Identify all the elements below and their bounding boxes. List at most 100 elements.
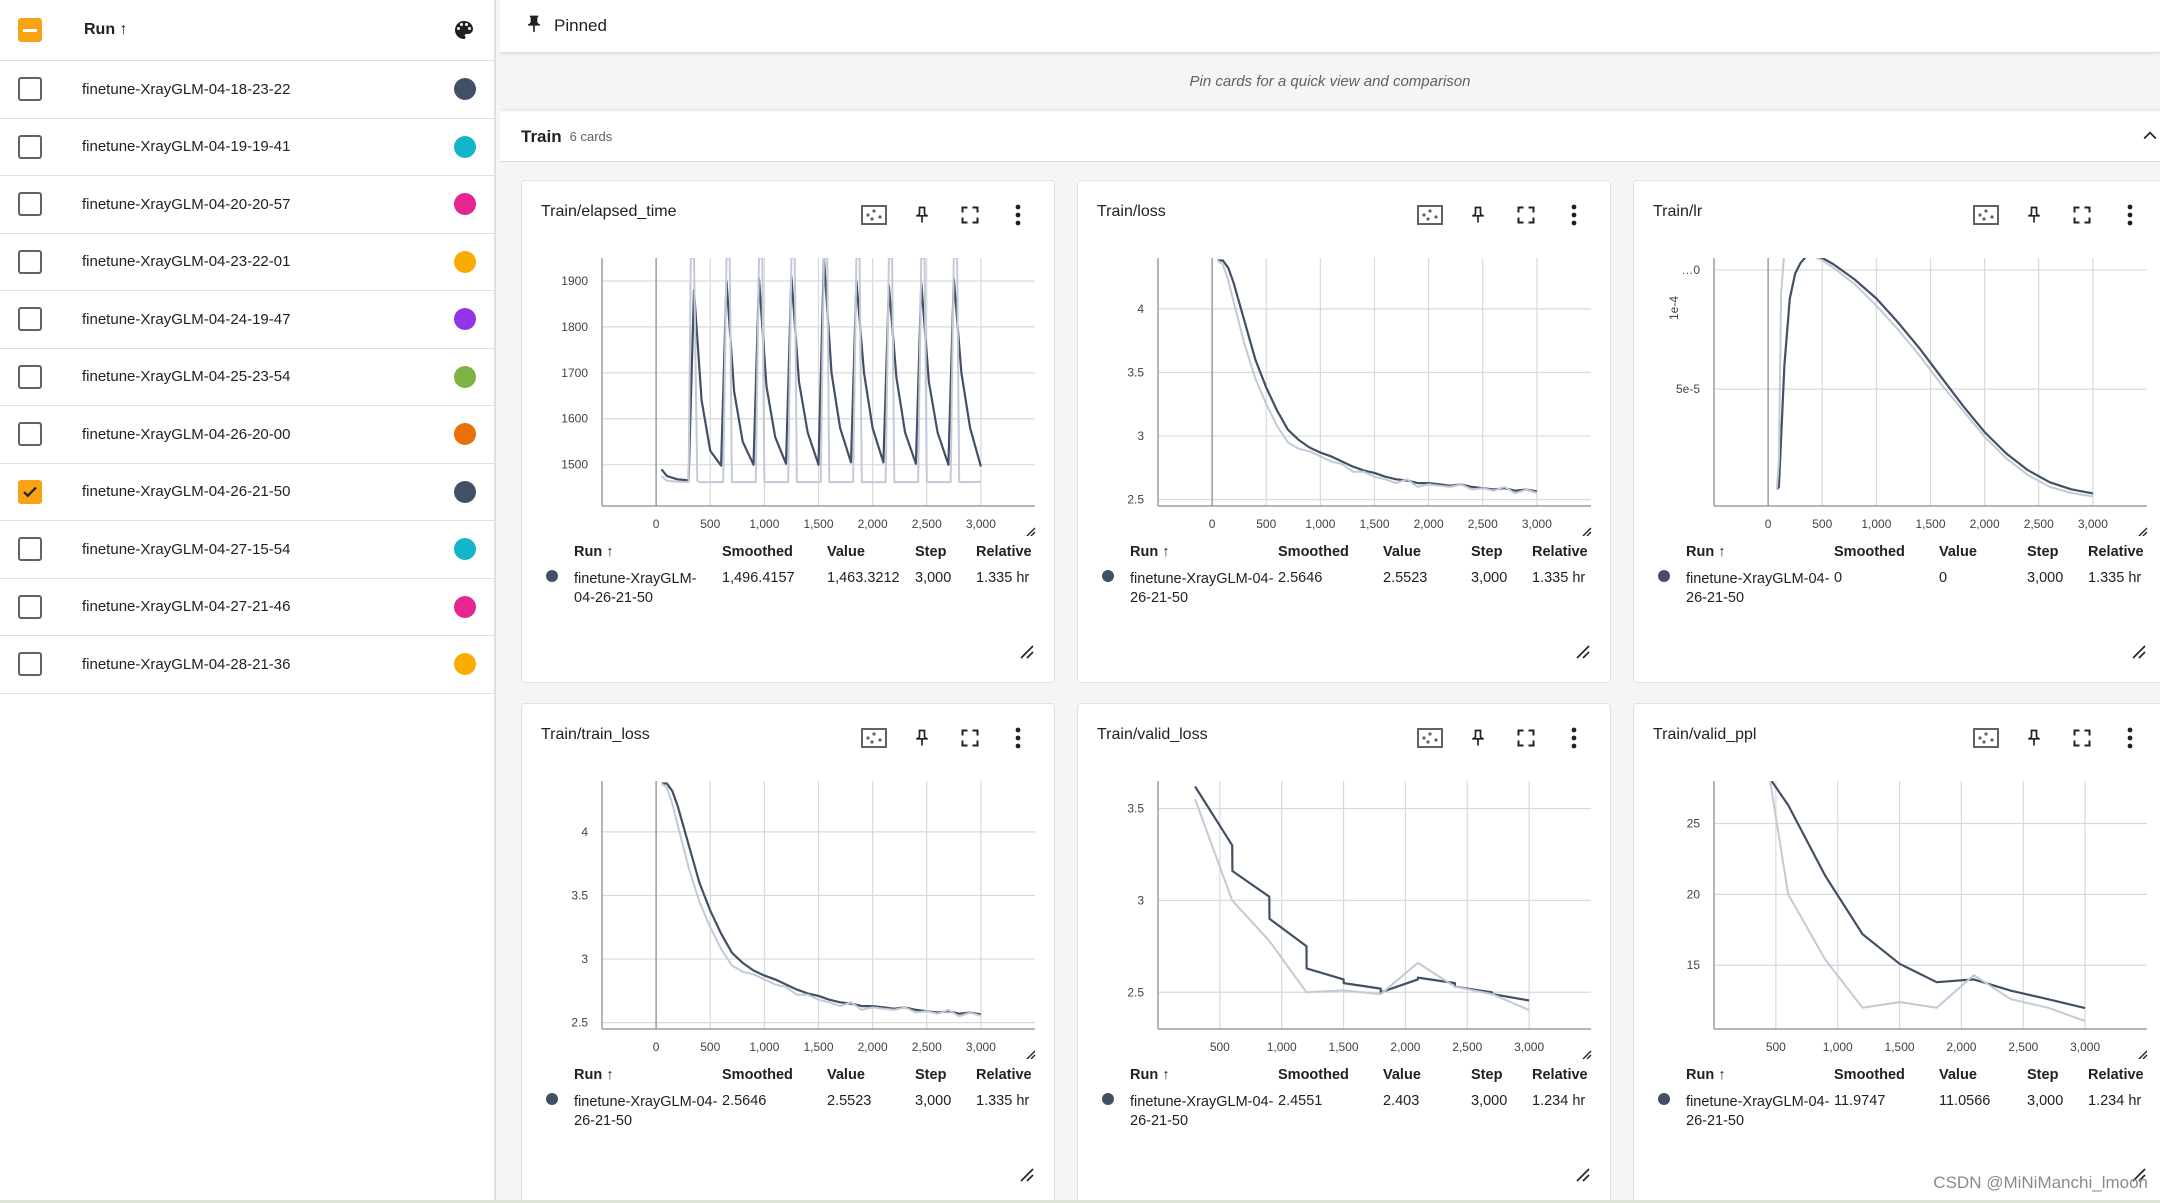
axis-resize-icon[interactable] [1582, 1050, 1592, 1059]
fullscreen-icon[interactable] [1502, 197, 1550, 233]
fullscreen-icon[interactable] [1502, 720, 1550, 756]
card-data-table: Run ↑ Smoothed Value Step Relative finetune-X… [1098, 544, 1598, 644]
pin-card-icon[interactable] [2010, 197, 2058, 233]
fit-domain-icon[interactable] [850, 720, 898, 756]
run-checkbox[interactable] [18, 479, 42, 504]
run-checkbox[interactable] [18, 192, 42, 217]
col-run[interactable]: Run ↑ [1686, 544, 1726, 560]
x-tick-label: 0 [653, 517, 660, 531]
col-run[interactable]: Run ↑ [574, 1067, 614, 1083]
run-checkbox[interactable] [18, 594, 42, 619]
axis-resize-icon[interactable] [1582, 527, 1592, 536]
col-run[interactable]: Run ↑ [1686, 1067, 1726, 1083]
run-checkbox[interactable] [18, 652, 42, 677]
axis-resize-icon[interactable] [1026, 1050, 1036, 1059]
run-checkbox[interactable] [18, 537, 42, 562]
fit-domain-icon[interactable] [850, 197, 898, 233]
more-vert-icon[interactable] [2106, 720, 2154, 756]
more-vert-icon[interactable] [2106, 197, 2154, 233]
pin-card-icon[interactable] [1454, 720, 1502, 756]
fullscreen-icon[interactable] [946, 720, 994, 756]
pin-card-icon[interactable] [898, 720, 946, 756]
cell-smoothed: 2.4551 [1278, 1093, 1323, 1109]
line-chart[interactable]: 500 1,000 1,500 2,000 2,500 3,000 2.5 3 3.5 [1078, 759, 1612, 1059]
run-color-swatch[interactable] [454, 423, 476, 446]
line-chart[interactable]: 0 500 1,000 1,500 2,000 2,500 3,000 5e-5 …0 1e-4 [1634, 236, 2160, 536]
train-group-header[interactable]: Train 6 cards [500, 112, 2160, 162]
fit-domain-icon[interactable] [1406, 720, 1454, 756]
run-checkbox[interactable] [18, 307, 42, 332]
table-header-row: Run ↑ Smoothed Value Step Relative [1654, 1067, 2154, 1093]
col-value: Value [827, 1067, 865, 1083]
more-vert-icon[interactable] [994, 720, 1042, 756]
run-checkbox[interactable] [18, 364, 42, 389]
axis-resize-icon[interactable] [1026, 527, 1036, 536]
fullscreen-icon[interactable] [2058, 720, 2106, 756]
more-vert-icon[interactable] [994, 197, 1042, 233]
run-checkbox[interactable] [18, 422, 42, 447]
run-item[interactable]: finetune-XrayGLM-04-25-23-54 [0, 349, 494, 406]
cell-relative: 1.335 hr [976, 1093, 1030, 1109]
resize-handle-icon[interactable] [1020, 1168, 1034, 1187]
palette-icon[interactable] [452, 18, 476, 47]
watermark: CSDN @MiNiManchi_lmoon [1933, 1173, 2148, 1192]
y-tick-label: 5e-5 [1676, 382, 1700, 396]
more-vert-icon[interactable] [1550, 720, 1598, 756]
resize-handle-icon[interactable] [1576, 645, 1590, 664]
run-item[interactable]: finetune-XrayGLM-04-20-20-57 [0, 176, 494, 234]
line-chart[interactable]: 0 500 1,000 1,500 2,000 2,500 3,000 1500 1600 170… [522, 236, 1056, 536]
pin-icon [524, 13, 544, 40]
run-item[interactable]: finetune-XrayGLM-04-26-20-00 [0, 406, 494, 464]
run-color-swatch[interactable] [454, 193, 476, 216]
run-item[interactable]: finetune-XrayGLM-04-19-19-41 [0, 119, 494, 176]
chevron-up-icon[interactable] [2140, 126, 2160, 151]
run-color-swatch[interactable] [454, 653, 476, 676]
run-color-swatch[interactable] [454, 480, 476, 503]
more-vert-icon[interactable] [1550, 197, 1598, 233]
run-item[interactable]: finetune-XrayGLM-04-28-21-36 [0, 636, 494, 694]
run-color-swatch[interactable] [454, 595, 476, 618]
run-item[interactable]: finetune-XrayGLM-04-27-21-46 [0, 579, 494, 636]
run-color-swatch[interactable] [454, 538, 476, 561]
line-chart[interactable]: 500 1,000 1,500 2,000 2,500 3,000 15 20 25 [1634, 759, 2160, 1059]
x-tick-label: 1,000 [749, 517, 779, 531]
run-checkbox[interactable] [18, 134, 42, 159]
fit-domain-icon[interactable] [1406, 197, 1454, 233]
line-chart[interactable]: 0 500 1,000 1,500 2,000 2,500 3,000 2.5 3 3.5 4 [522, 759, 1056, 1059]
resize-handle-icon[interactable] [2132, 1168, 2146, 1187]
run-sort-header[interactable]: Run ↑ [84, 21, 128, 38]
resize-handle-icon[interactable] [1576, 1168, 1590, 1187]
col-run[interactable]: Run ↑ [574, 544, 614, 560]
run-item[interactable]: finetune-XrayGLM-04-18-23-22 [0, 61, 494, 119]
run-color-swatch[interactable] [454, 135, 476, 158]
run-checkbox[interactable] [18, 77, 42, 102]
card-toolbar [1962, 197, 2154, 233]
run-color-swatch[interactable] [454, 78, 476, 101]
run-item[interactable]: finetune-XrayGLM-04-24-19-47 [0, 291, 494, 349]
col-run[interactable]: Run ↑ [1130, 1067, 1170, 1083]
col-run[interactable]: Run ↑ [1130, 544, 1170, 560]
pin-card-icon[interactable] [898, 197, 946, 233]
y-tick-label: …0 [1681, 263, 1700, 277]
fit-domain-icon[interactable] [1962, 197, 2010, 233]
run-color-swatch[interactable] [454, 365, 476, 388]
fullscreen-icon[interactable] [2058, 197, 2106, 233]
x-tick-label: 2,500 [2024, 517, 2054, 531]
fullscreen-icon[interactable] [946, 197, 994, 233]
run-color-swatch[interactable] [454, 308, 476, 331]
run-item[interactable]: finetune-XrayGLM-04-23-22-01 [0, 234, 494, 291]
resize-handle-icon[interactable] [2132, 645, 2146, 664]
run-color-swatch[interactable] [454, 250, 476, 273]
axis-resize-icon[interactable] [2138, 1050, 2148, 1059]
select-all-checkbox[interactable] [18, 18, 42, 42]
fit-domain-icon[interactable] [1962, 720, 2010, 756]
axis-resize-icon[interactable] [2138, 527, 2148, 536]
run-item[interactable]: finetune-XrayGLM-04-27-15-54 [0, 521, 494, 579]
line-chart[interactable]: 0 500 1,000 1,500 2,000 2,500 3,000 2.5 3 3.5 4 [1078, 236, 1612, 536]
run-item[interactable]: finetune-XrayGLM-04-26-21-50 [0, 464, 494, 521]
run-checkbox[interactable] [18, 249, 42, 274]
pin-card-icon[interactable] [1454, 197, 1502, 233]
pin-card-icon[interactable] [2010, 720, 2058, 756]
resize-handle-icon[interactable] [1020, 645, 1034, 664]
x-tick-label: 2,500 [1452, 1040, 1482, 1054]
